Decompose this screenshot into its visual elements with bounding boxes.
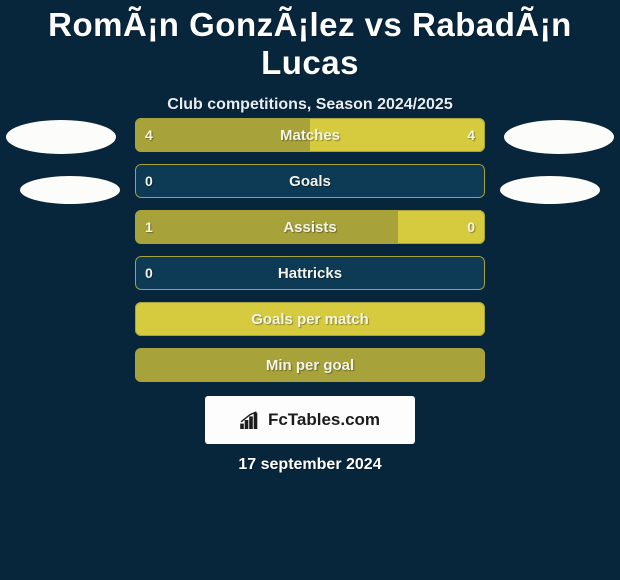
- metric-segment-left: [135, 302, 485, 336]
- metric-segment-right: [310, 118, 485, 152]
- metric-row: Hattricks0: [135, 256, 485, 290]
- page-subtitle: Club competitions, Season 2024/2025: [0, 96, 620, 114]
- metric-segment-left: [135, 348, 485, 382]
- metric-row: Matches44: [135, 118, 485, 152]
- metric-row: Goals0: [135, 164, 485, 198]
- logo-box: FcTables.com: [205, 396, 415, 444]
- metric-value-left: 0: [145, 256, 153, 290]
- player-left-avatar-secondary: [20, 176, 120, 204]
- metric-border: [135, 256, 485, 290]
- logo-text: FcTables.com: [268, 410, 380, 430]
- metric-row: Assists10: [135, 210, 485, 244]
- fctables-logo-icon: [240, 411, 262, 429]
- player-left-avatar-primary: [6, 120, 116, 154]
- metric-value-left: 0: [145, 164, 153, 198]
- metric-bars-container: Matches44Goals0Assists10Hattricks0Goals …: [135, 118, 485, 394]
- metric-border: [135, 164, 485, 198]
- metric-label: Hattricks: [135, 256, 485, 290]
- metric-segment-right: [398, 210, 486, 244]
- generated-date: 17 september 2024: [0, 456, 620, 474]
- metric-label: Goals: [135, 164, 485, 198]
- page-title: RomÃ¡n GonzÃ¡lez vs RabadÃ¡n Lucas: [0, 0, 620, 82]
- metric-segment-left: [135, 118, 310, 152]
- metric-row: Min per goal: [135, 348, 485, 382]
- metric-row: Goals per match: [135, 302, 485, 336]
- comparison-card: RomÃ¡n GonzÃ¡lez vs RabadÃ¡n Lucas Club …: [0, 0, 620, 114]
- player-right-avatar-secondary: [500, 176, 600, 204]
- metric-segment-left: [135, 210, 398, 244]
- player-right-avatar-primary: [504, 120, 614, 154]
